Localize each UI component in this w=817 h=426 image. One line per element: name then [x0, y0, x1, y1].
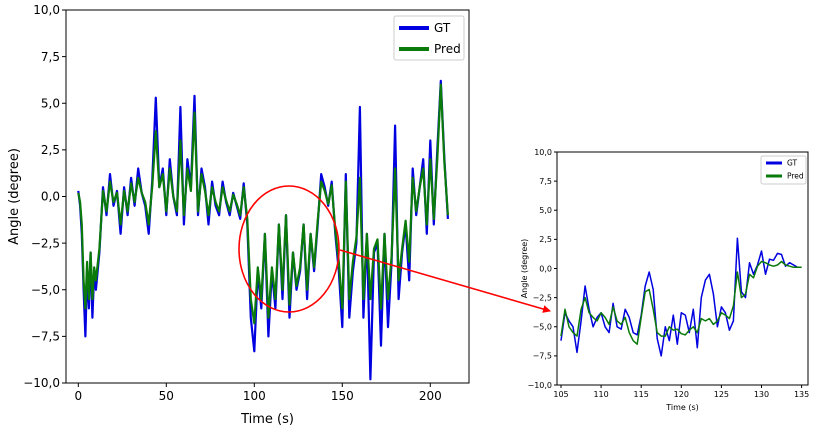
zoom-annotation — [238, 185, 551, 313]
inset-x-tick-label: 105 — [553, 390, 568, 399]
inset-y-tick-label: 2,5 — [539, 235, 552, 244]
inset-y-tick-label: 7,5 — [539, 177, 552, 186]
zoom-inset-chart: 105 110 115 120 125 130 135 −10,0 −7,5 −5,0 −2,5 0,… — [520, 148, 809, 412]
main-legend-label-gt: GT — [434, 21, 451, 35]
main-x-tick-label: 0 — [74, 389, 82, 403]
main-x-tick-label: 50 — [159, 389, 174, 403]
inset-y-axis-label: Angle (degree) — [520, 239, 529, 299]
inset-plot-area — [556, 151, 809, 386]
inset-x-tick-label: 115 — [634, 390, 649, 399]
inset-y-tick-label: 0,0 — [539, 264, 552, 273]
inset-legend-label-gt: GT — [787, 159, 798, 168]
main-series-pred-line — [77, 83, 449, 325]
inset-series-pred-line — [560, 260, 802, 345]
main-chart: 0 50 100 150 200 −10,0 −7,5 −5,0 −2,5 0,0 2,5 5,0 7,… — [7, 3, 470, 426]
inset-y-tick-label: −10,0 — [527, 381, 552, 390]
zoom-region-ellipse — [238, 185, 340, 313]
inset-x-tick-label: 110 — [593, 390, 608, 399]
zoom-arrow — [339, 249, 551, 313]
main-y-tick-label: 5,0 — [41, 96, 60, 110]
main-legend: GT Pred — [393, 15, 465, 61]
main-y-tick-label: −7,5 — [31, 330, 60, 344]
main-x-tick-label: 100 — [243, 389, 266, 403]
main-x-tick-label: 150 — [331, 389, 354, 403]
inset-x-tick-label: 135 — [794, 390, 809, 399]
inset-y-tick-label: 5,0 — [539, 206, 552, 215]
inset-x-tick-label: 125 — [714, 390, 729, 399]
inset-legend-label-pred: Pred — [787, 172, 804, 181]
inset-y-tick-label: −7,5 — [533, 352, 552, 361]
main-legend-label-pred: Pred — [434, 42, 461, 56]
main-x-axis-label: Time (s) — [240, 412, 294, 426]
main-y-tick-label: 7,5 — [41, 50, 60, 64]
inset-x-tick-label: 130 — [754, 390, 769, 399]
inset-x-axis-label: Time (s) — [665, 403, 699, 412]
inset-legend: GT Pred — [760, 155, 807, 185]
main-y-tick-label: −2,5 — [31, 236, 60, 250]
inset-y-tick-label: 10,0 — [534, 148, 552, 157]
main-y-tick-label: −10,0 — [23, 376, 60, 390]
inset-x-tick-label: 120 — [674, 390, 689, 399]
main-y-tick-label: −5,0 — [31, 283, 60, 297]
inset-y-tick-label: −5,0 — [533, 323, 552, 332]
main-y-tick-label: 0,0 — [41, 190, 60, 204]
main-y-tick-label: 10,0 — [33, 3, 60, 17]
inset-y-tick-label: −2,5 — [533, 293, 552, 302]
main-y-tick-label: 2,5 — [41, 143, 60, 157]
main-y-axis-label: Angle (degree) — [7, 148, 22, 245]
main-x-tick-label: 200 — [419, 389, 442, 403]
